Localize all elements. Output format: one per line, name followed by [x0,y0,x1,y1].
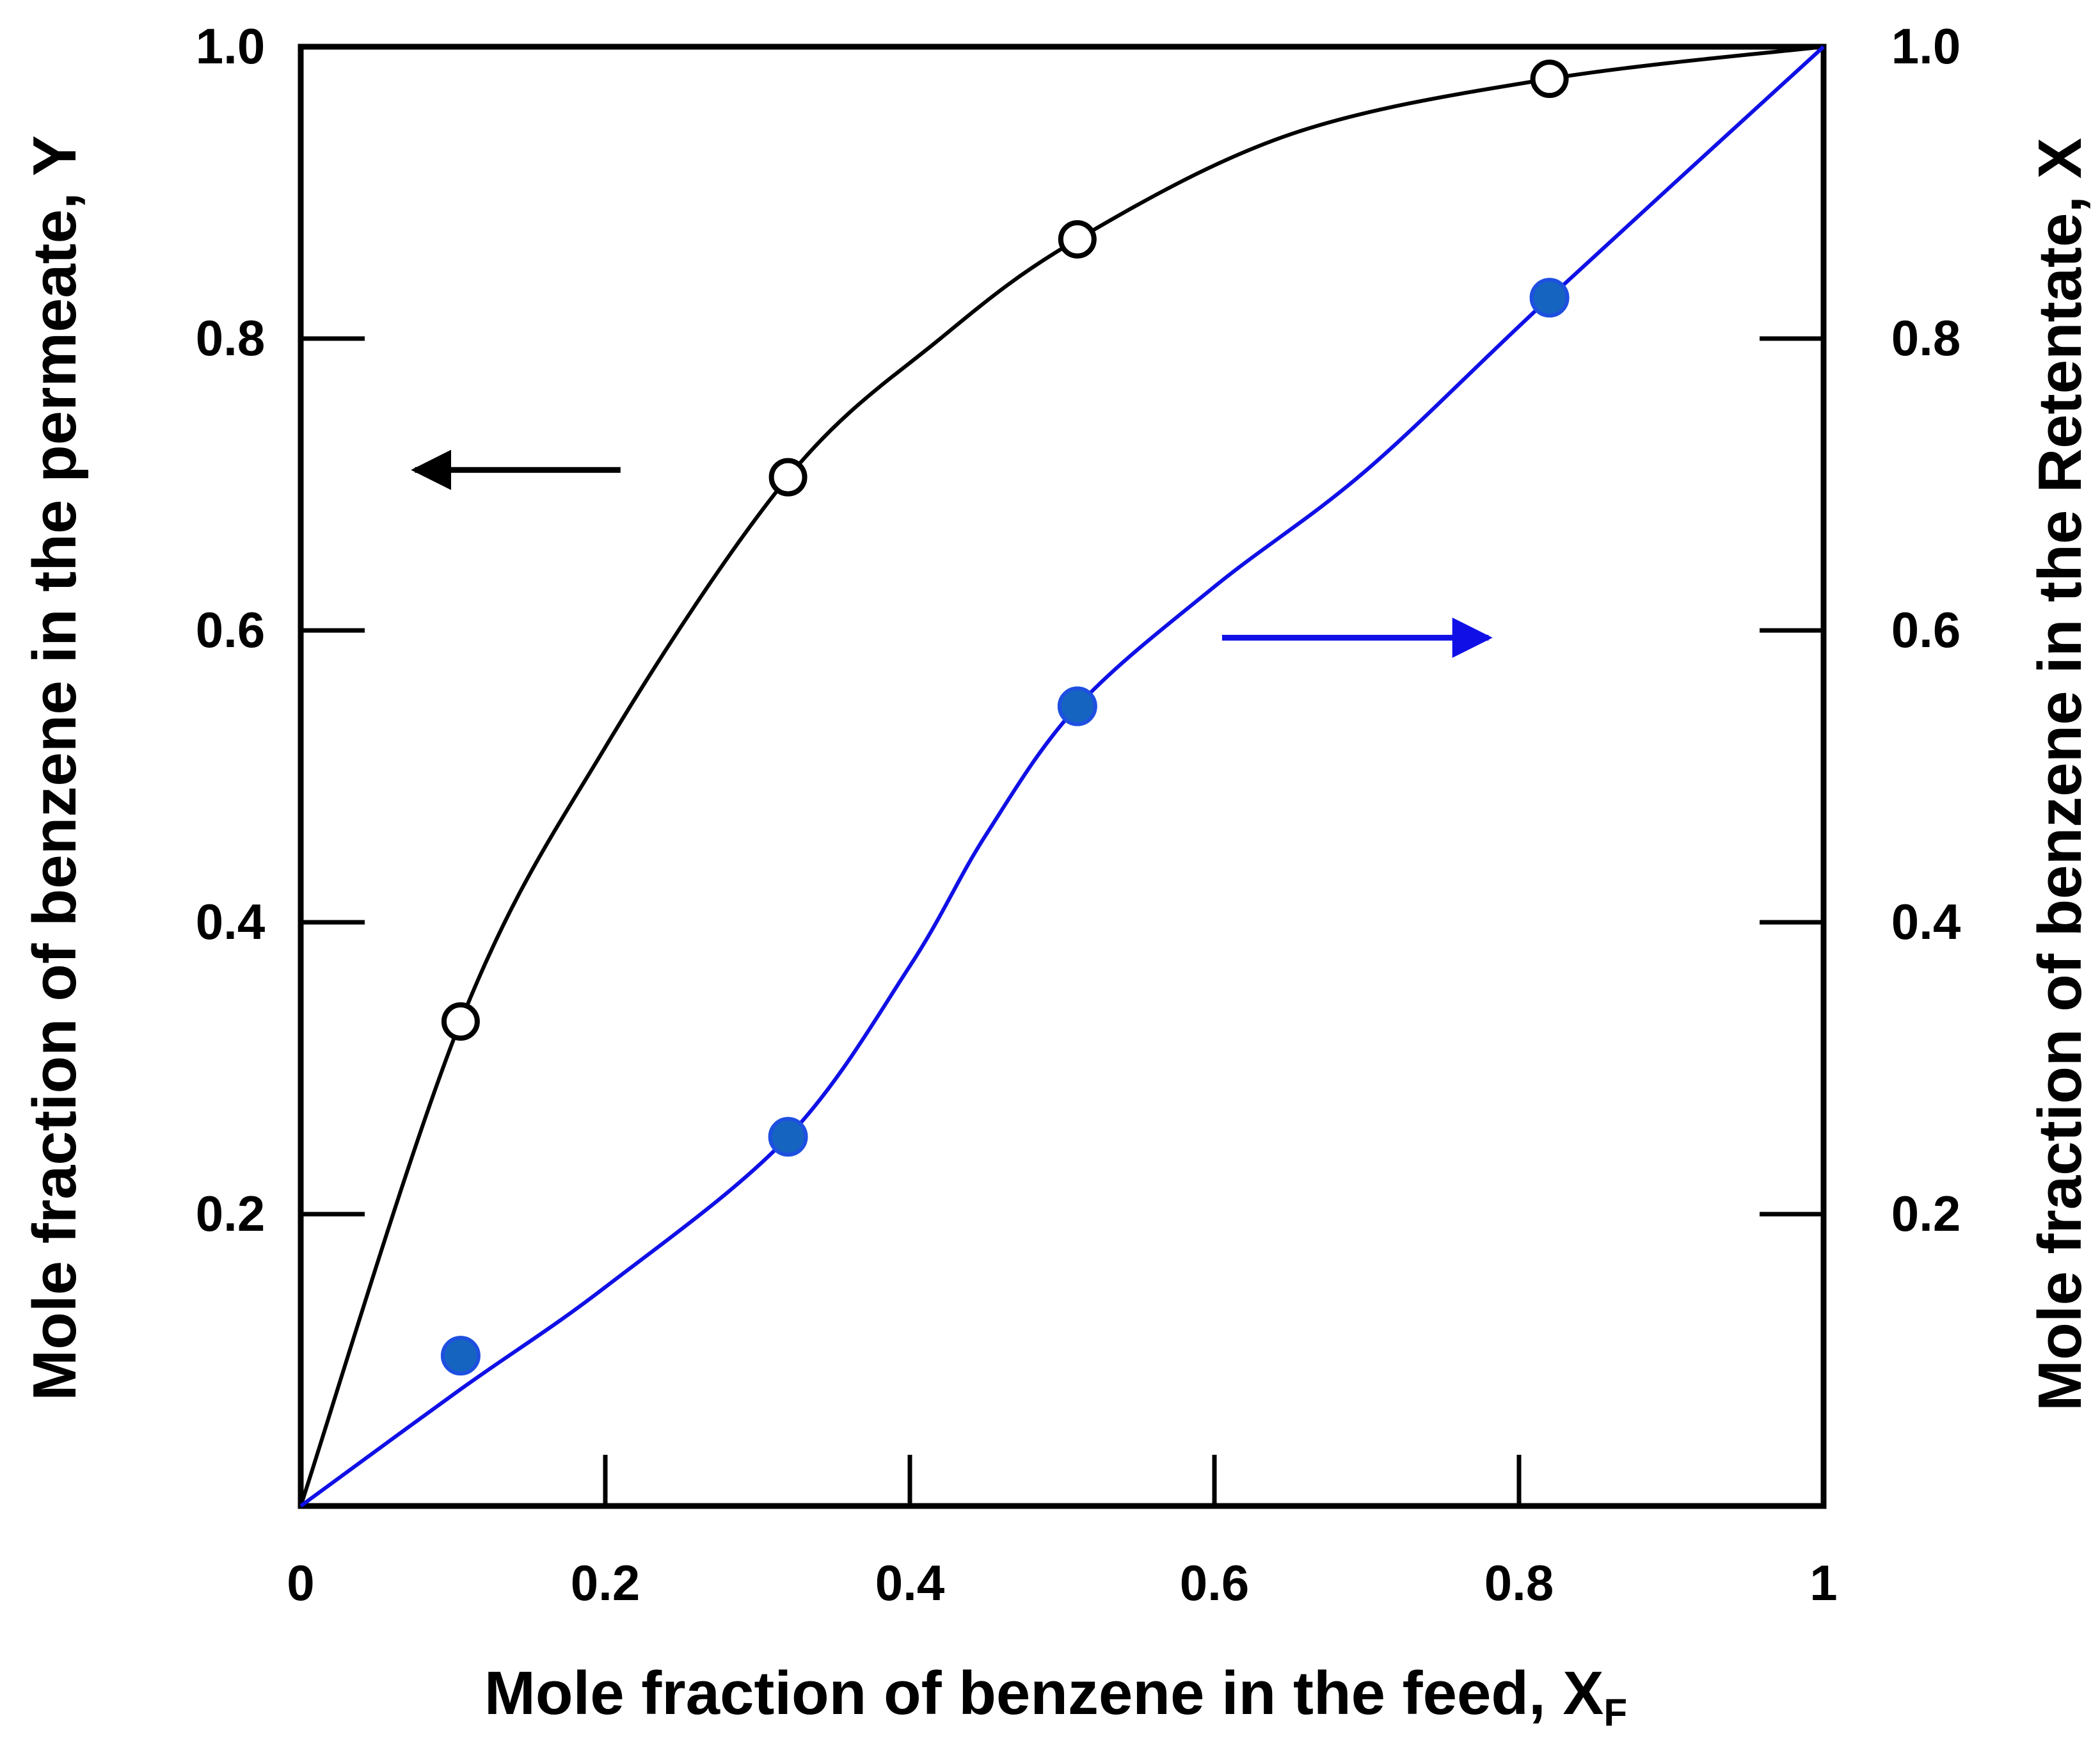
retentate-point [768,1117,808,1157]
retentate-fit-curve [299,45,1826,1508]
left-axis-ticks [301,336,365,1217]
x-tick-label: 0.4 [875,1555,944,1611]
left-tick-label: 0.8 [196,310,265,366]
left-axis-title: Mole fraction of benzene in the permeate… [20,135,89,1400]
left-axis-tick-labels: 0.2 0.4 0.6 0.8 1.0 [196,18,265,1242]
x-axis-title: Mole fraction of benzene in the feed, XF [484,1659,1627,1734]
retentate-data-points [440,278,1570,1376]
right-tick-label: 0.4 [1891,893,1961,950]
right-tick-label: 0.6 [1891,602,1961,658]
left-tick-label: 0.4 [196,893,265,950]
permeate-point [1058,220,1097,259]
right-tick-label: 0.8 [1891,310,1961,366]
permeate-point [1530,60,1569,99]
right-tick-label: 1.0 [1891,18,1961,74]
retentate-point [1529,278,1570,318]
left-tick-label: 0.2 [196,1185,265,1242]
right-tick-label: 0.2 [1891,1185,1961,1242]
x-tick-label: 1 [1810,1555,1837,1611]
x-tick-label: 0.6 [1180,1555,1249,1611]
right-axis-tick-labels: 0.2 0.4 0.6 0.8 1.0 [1891,18,1961,1242]
retentate-point [440,1336,481,1376]
x-axis-tick-labels: 0 0.2 0.4 0.6 0.8 1 [287,1555,1837,1611]
permeate-point [441,1002,480,1041]
x-tick-label: 0 [287,1555,314,1611]
permeate-point [768,458,807,497]
left-tick-label: 0.6 [196,602,265,658]
permeate-fit-curve [299,45,1824,1507]
x-axis-title-main: Mole fraction of benzene in the feed, X [484,1659,1604,1727]
right-axis-title: Mole fraction of benzene in the Retentat… [2026,138,2094,1411]
retentate-point [1057,686,1097,726]
x-tick-label: 0.8 [1484,1555,1554,1611]
plot-frame [298,44,1827,1509]
x-axis-ticks [603,1455,1522,1506]
x-axis-title-subscript: F [1603,1691,1627,1734]
left-tick-label: 1.0 [196,18,265,74]
permeate-data-points [441,60,1569,1041]
x-tick-label: 0.2 [571,1555,640,1611]
right-axis-ticks [1760,336,1824,1217]
